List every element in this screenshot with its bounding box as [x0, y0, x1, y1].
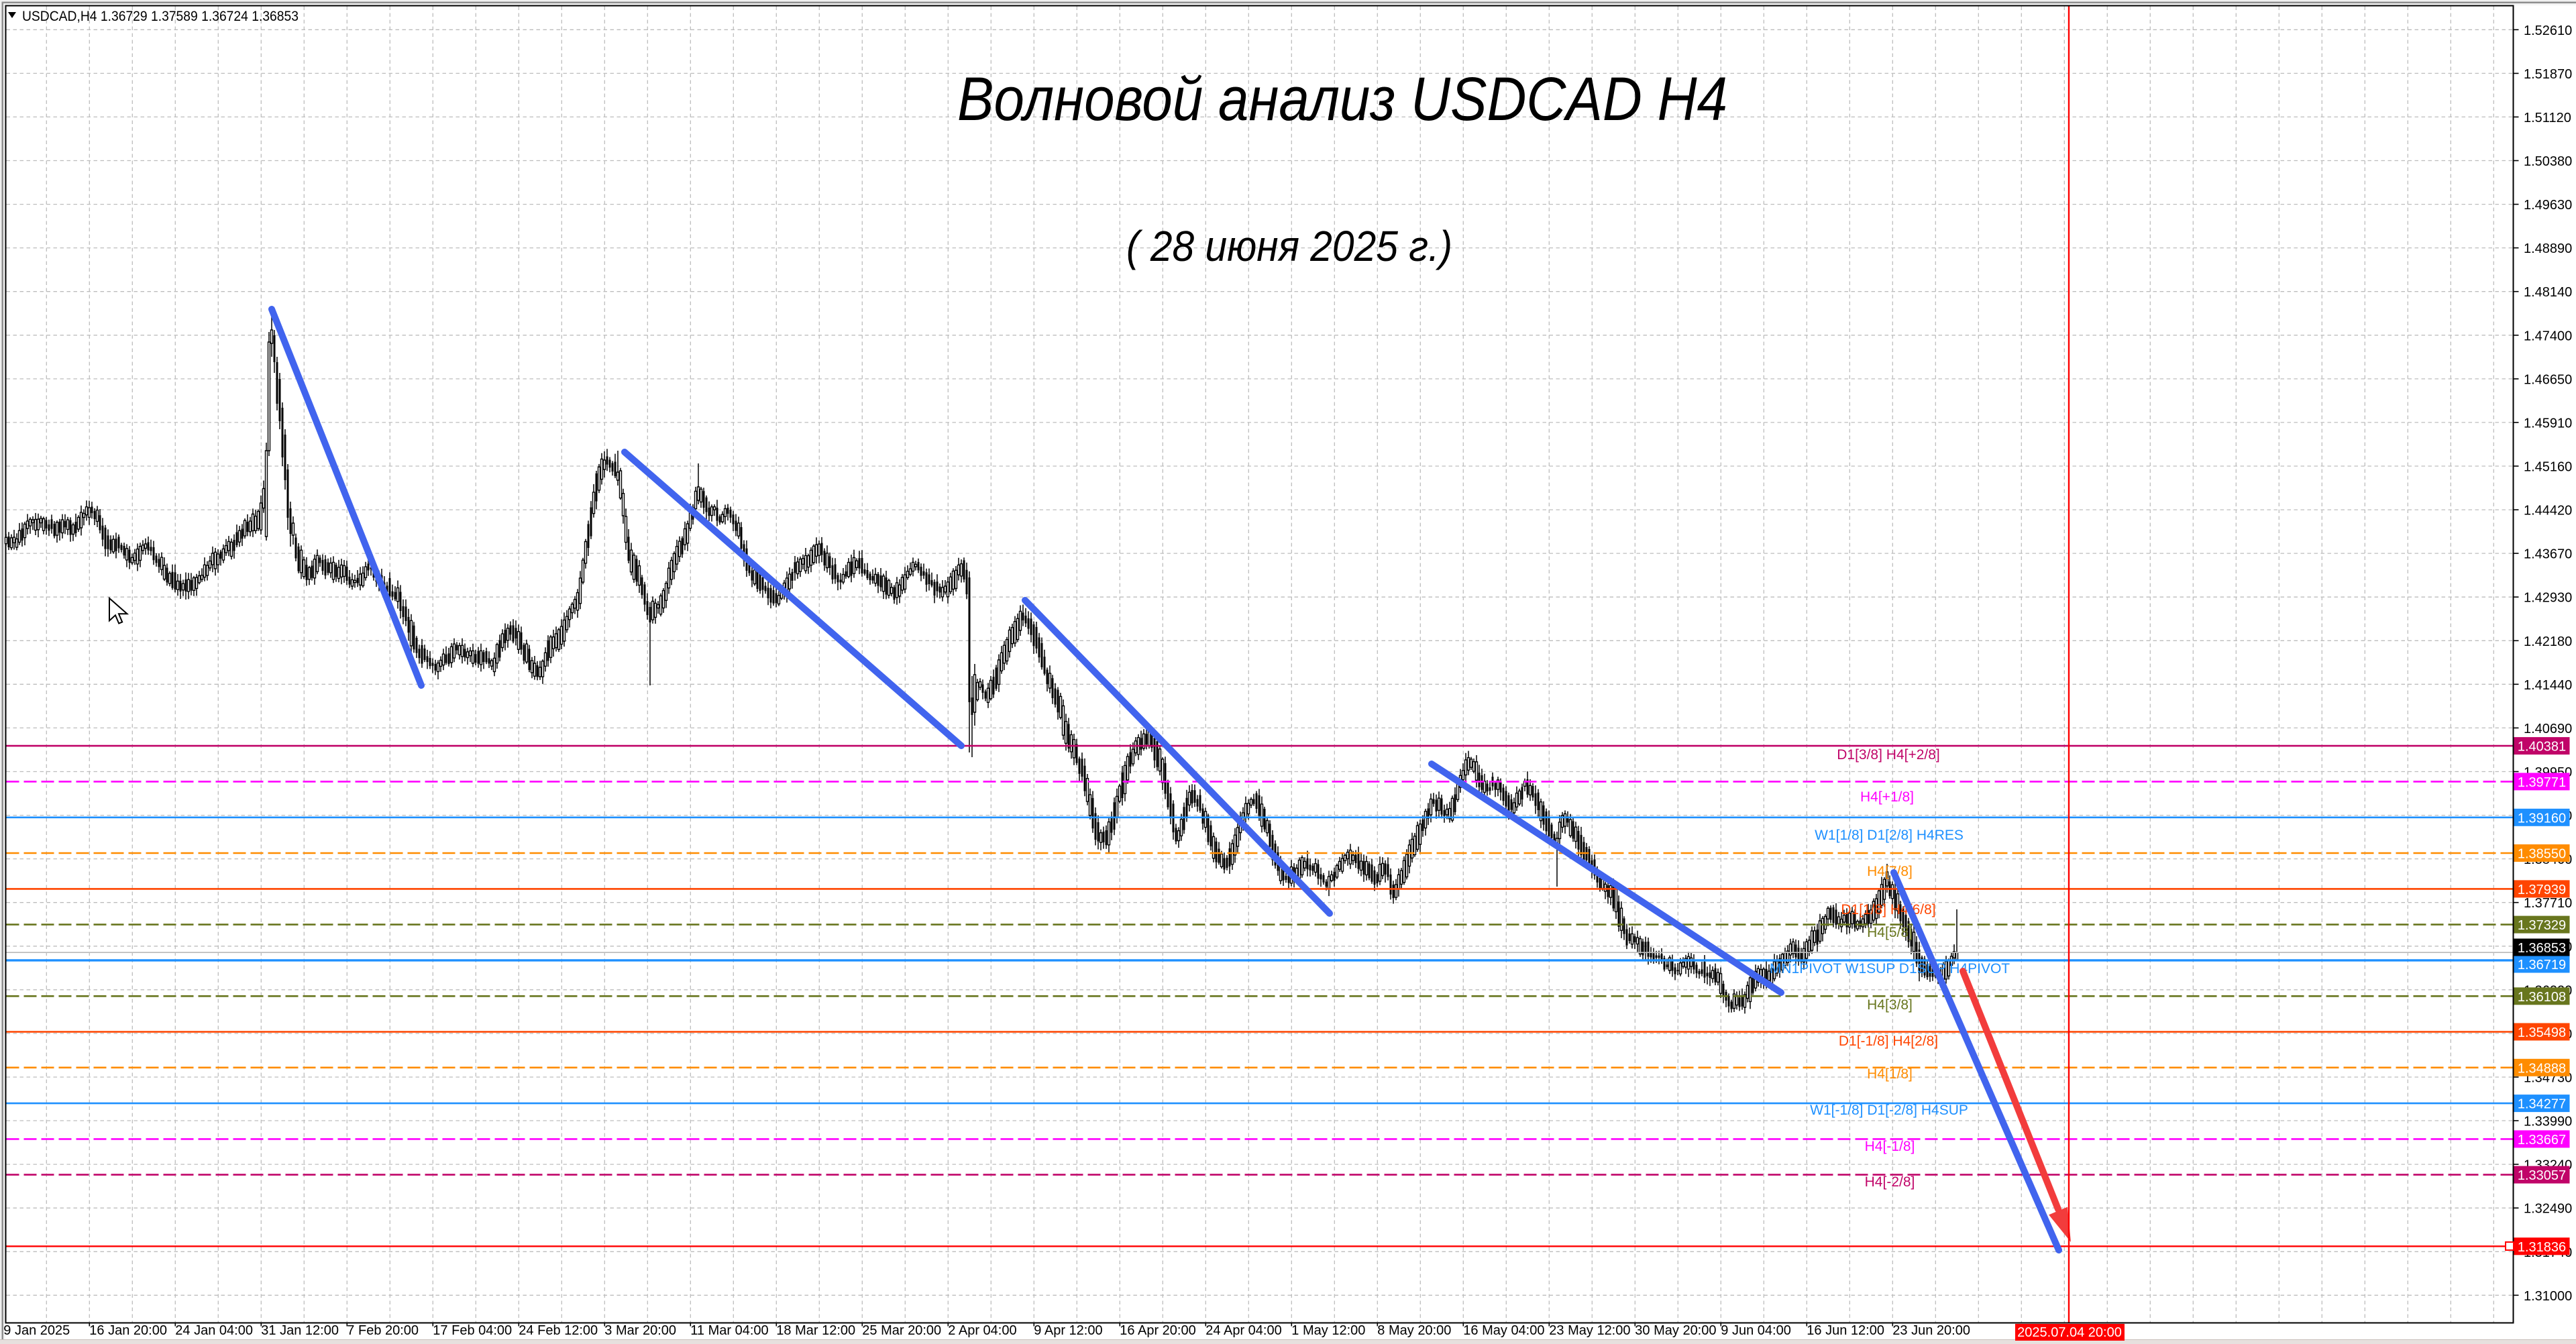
svg-text:1.31836: 1.31836	[2518, 1240, 2566, 1255]
svg-text:1.37939: 1.37939	[2518, 883, 2566, 897]
svg-text:D1[3/8] H4[+2/8]: D1[3/8] H4[+2/8]	[1837, 747, 1940, 763]
svg-text:1.45160: 1.45160	[2524, 460, 2572, 475]
svg-text:1.44420: 1.44420	[2524, 504, 2572, 518]
svg-text:1.52610: 1.52610	[2524, 23, 2572, 38]
svg-text:1.47400: 1.47400	[2524, 329, 2572, 343]
svg-text:24 Jan 04:00: 24 Jan 04:00	[175, 1323, 253, 1338]
svg-text:H4[1/8]: H4[1/8]	[1867, 1066, 1913, 1082]
svg-text:1.36719: 1.36719	[2518, 958, 2566, 972]
svg-text:1.40381: 1.40381	[2518, 740, 2566, 754]
svg-text:1.39771: 1.39771	[2518, 775, 2566, 790]
svg-text:11 Mar 04:00: 11 Mar 04:00	[690, 1323, 768, 1338]
svg-text:24 Feb 12:00: 24 Feb 12:00	[519, 1323, 598, 1338]
svg-text:17 Feb 04:00: 17 Feb 04:00	[433, 1323, 512, 1338]
svg-text:1.35498: 1.35498	[2518, 1025, 2566, 1040]
svg-text:1.33667: 1.33667	[2518, 1133, 2566, 1147]
svg-text:16 Apr 20:00: 16 Apr 20:00	[1120, 1323, 1195, 1338]
svg-text:30 May 20:00: 30 May 20:00	[1635, 1323, 1716, 1338]
svg-text:1.45910: 1.45910	[2524, 416, 2572, 431]
svg-text:1.33990: 1.33990	[2524, 1115, 2572, 1129]
svg-text:1.51120: 1.51120	[2524, 111, 2571, 125]
svg-text:1.33057: 1.33057	[2518, 1168, 2566, 1183]
svg-text:25 Mar 20:00: 25 Mar 20:00	[862, 1323, 941, 1338]
svg-text:1.48140: 1.48140	[2524, 285, 2572, 300]
svg-text:2 Apr 04:00: 2 Apr 04:00	[948, 1323, 1016, 1338]
svg-text:1.36853: 1.36853	[2518, 941, 2566, 956]
svg-text:MN1PIVOT W1SUP D1SUP H4PIVOT: MN1PIVOT W1SUP D1SUP H4PIVOT	[1770, 961, 2010, 976]
svg-text:1.39160: 1.39160	[2518, 811, 2566, 826]
svg-text:1.42930: 1.42930	[2524, 591, 2572, 606]
svg-text:H4[-2/8]: H4[-2/8]	[1865, 1174, 1915, 1190]
svg-text:8 May 20:00: 8 May 20:00	[1377, 1323, 1451, 1338]
svg-text:H4[7/8]: H4[7/8]	[1867, 864, 1913, 879]
svg-text:24 Apr 04:00: 24 Apr 04:00	[1205, 1323, 1281, 1338]
svg-text:W1[-1/8] D1[-2/8] H4SUP: W1[-1/8] D1[-2/8] H4SUP	[1810, 1103, 1968, 1118]
svg-text:H4[5/8]: H4[5/8]	[1867, 925, 1913, 940]
svg-text:D1[1/8] H4[6/8]: D1[1/8] H4[6/8]	[1841, 902, 1935, 917]
svg-text:16 Jun 12:00: 16 Jun 12:00	[1807, 1323, 1884, 1338]
svg-text:W1[1/8] D1[2/8] H4RES: W1[1/8] D1[2/8] H4RES	[1815, 828, 1964, 843]
svg-text:1.41440: 1.41440	[2524, 678, 2572, 693]
svg-text:18 Mar 12:00: 18 Mar 12:00	[776, 1323, 855, 1338]
svg-text:1.49630: 1.49630	[2524, 198, 2572, 213]
svg-text:7 Feb 20:00: 7 Feb 20:00	[347, 1323, 419, 1338]
svg-text:1.51870: 1.51870	[2524, 67, 2572, 82]
svg-text:( 28 июня 2025 г.): ( 28 июня 2025 г.)	[1126, 222, 1452, 270]
svg-text:1.48890: 1.48890	[2524, 241, 2572, 256]
svg-text:23 May 12:00: 23 May 12:00	[1549, 1323, 1630, 1338]
svg-text:1.38550: 1.38550	[2518, 847, 2566, 862]
svg-text:1.46650: 1.46650	[2524, 372, 2572, 387]
svg-text:9 Apr 12:00: 9 Apr 12:00	[1034, 1323, 1102, 1338]
svg-text:1.43670: 1.43670	[2524, 547, 2572, 562]
svg-text:23 Jun 20:00: 23 Jun 20:00	[1892, 1323, 1970, 1338]
svg-text:H4[3/8]: H4[3/8]	[1867, 997, 1913, 1013]
svg-text:2025.07.04 20:00: 2025.07.04 20:00	[2017, 1325, 2122, 1340]
svg-text:Волновой анализ USDCAD H4: Волновой анализ USDCAD H4	[957, 65, 1727, 133]
svg-text:3 Mar 20:00: 3 Mar 20:00	[604, 1323, 676, 1338]
svg-text:1.50380: 1.50380	[2524, 154, 2572, 169]
svg-text:9 Jan 2025: 9 Jan 2025	[3, 1323, 70, 1338]
svg-text:H4[+1/8]: H4[+1/8]	[1860, 789, 1914, 805]
svg-text:31 Jan 12:00: 31 Jan 12:00	[261, 1323, 339, 1338]
svg-text:1.37710: 1.37710	[2524, 896, 2572, 911]
svg-text:H4[-1/8]: H4[-1/8]	[1865, 1139, 1915, 1154]
svg-text:16 May 04:00: 16 May 04:00	[1463, 1323, 1544, 1338]
svg-text:D1[-1/8] H4[2/8]: D1[-1/8] H4[2/8]	[1839, 1033, 1938, 1049]
svg-text:9 Jun 04:00: 9 Jun 04:00	[1721, 1323, 1791, 1338]
svg-text:1.32490: 1.32490	[2524, 1202, 2572, 1217]
svg-text:1.36108: 1.36108	[2518, 990, 2566, 1005]
svg-text:1.31000: 1.31000	[2524, 1289, 2572, 1304]
svg-text:1 May 12:00: 1 May 12:00	[1291, 1323, 1365, 1338]
svg-text:1.37329: 1.37329	[2518, 918, 2566, 933]
svg-text:1.40690: 1.40690	[2524, 722, 2572, 736]
svg-text:USDCAD,H4 1.36729 1.37589 1.3: USDCAD,H4 1.36729 1.37589 1.36724 1.3685…	[22, 9, 299, 24]
svg-text:1.34277: 1.34277	[2518, 1097, 2566, 1112]
svg-text:1.42180: 1.42180	[2524, 634, 2572, 649]
svg-text:1.34888: 1.34888	[2518, 1061, 2566, 1076]
svg-text:16 Jan 20:00: 16 Jan 20:00	[89, 1323, 167, 1338]
